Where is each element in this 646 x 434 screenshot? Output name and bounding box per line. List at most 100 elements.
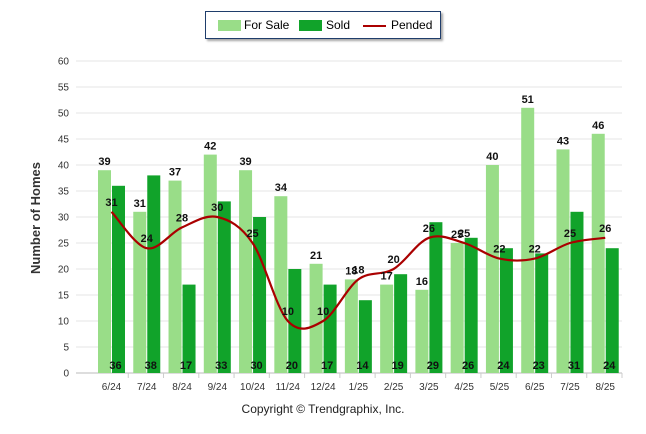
bar-for-sale (239, 170, 253, 373)
bar-sold (570, 211, 584, 373)
y-axis-label: Number of Homes (28, 162, 43, 274)
x-tick-label: 2/25 (384, 382, 404, 393)
y-tick-label: 0 (63, 369, 69, 380)
label-sold: 30 (250, 360, 262, 372)
x-tick-label: 4/25 (454, 382, 474, 393)
legend-label-for-sale[interactable]: For Sale (244, 18, 290, 32)
label-pended: 25 (246, 228, 258, 240)
x-tick-label: 5/25 (490, 382, 510, 393)
label-sold: 17 (180, 360, 192, 372)
bar-for-sale (203, 154, 217, 373)
bar-sold (217, 201, 231, 373)
y-tick-label: 40 (58, 161, 70, 172)
x-tick-label: 10/24 (240, 382, 265, 393)
label-for-sale: 18 (345, 265, 357, 277)
label-for-sale: 51 (522, 94, 534, 106)
x-tick-label: 7/25 (560, 382, 580, 393)
bar-sold (147, 175, 161, 373)
label-for-sale: 46 (592, 120, 604, 132)
label-pended: 24 (141, 233, 154, 245)
label-sold: 38 (145, 360, 157, 372)
bar-for-sale (591, 133, 605, 373)
label-for-sale: 43 (557, 135, 569, 147)
label-for-sale: 39 (98, 156, 110, 168)
y-tick-label: 5 (63, 343, 69, 354)
label-pended: 22 (529, 244, 541, 256)
x-tick-label: 7/24 (137, 382, 157, 393)
y-tick-label: 25 (58, 239, 70, 250)
legend-swatch-for-sale (218, 20, 241, 31)
x-tick-label: 3/25 (419, 382, 439, 393)
label-for-sale: 21 (310, 250, 322, 262)
bar-sold (464, 237, 478, 373)
bar-for-sale (309, 263, 323, 373)
x-tick-label: 1/25 (349, 382, 369, 393)
label-sold: 26 (462, 360, 474, 372)
pended-line (110, 211, 606, 330)
x-tick-label: 6/24 (102, 382, 122, 393)
label-pended: 10 (282, 306, 294, 318)
x-tick-label: 8/25 (595, 382, 615, 393)
label-sold: 31 (568, 360, 580, 372)
y-axis: 0 5 10 15 20 25 30 35 40 45 50 55 60 (58, 57, 70, 380)
label-for-sale: 40 (486, 151, 498, 163)
label-sold: 20 (286, 360, 298, 372)
bar-for-sale (380, 284, 394, 373)
label-pended: 25 (564, 228, 576, 240)
legend: For Sale Sold Pended (205, 11, 441, 39)
label-sold: 36 (109, 360, 121, 372)
legend-swatch-pended (363, 25, 386, 27)
label-for-sale: 25 (451, 229, 463, 241)
y-tick-label: 60 (58, 57, 70, 68)
label-pended: 30 (211, 202, 223, 214)
label-sold: 17 (321, 360, 333, 372)
y-tick-label: 20 (58, 265, 70, 276)
y-tick-label: 15 (58, 291, 70, 302)
y-tick-label: 10 (58, 317, 70, 328)
bar-for-sale (168, 180, 182, 373)
y-tick-label: 30 (58, 213, 70, 224)
y-tick-label: 45 (58, 135, 70, 146)
bar-sold (182, 284, 196, 373)
label-sold: 33 (215, 360, 227, 372)
bar-sold (288, 269, 302, 373)
label-for-sale: 39 (239, 156, 251, 168)
bar-sold (535, 253, 549, 373)
label-pended: 18 (352, 264, 364, 276)
x-tick-label: 8/24 (172, 382, 192, 393)
bar-sold (358, 300, 372, 373)
legend-label-sold[interactable]: Sold (326, 18, 351, 32)
label-for-sale: 17 (381, 271, 393, 283)
copyright-footer: Copyright © Trendgraphix, Inc. (241, 402, 405, 416)
bar-for-sale (344, 279, 358, 373)
label-pended: 31 (105, 197, 117, 209)
legend-label-pended[interactable]: Pended (391, 18, 433, 32)
label-pended: 28 (176, 212, 188, 224)
label-pended: 26 (423, 223, 435, 235)
bar-sold (394, 274, 408, 373)
label-for-sale: 42 (204, 141, 216, 153)
bars (98, 107, 619, 374)
label-pended: 25 (458, 228, 470, 240)
y-tick-label: 50 (58, 109, 70, 120)
label-pended: 20 (388, 254, 400, 266)
pended-line-path (110, 211, 606, 330)
bar-sold (429, 222, 443, 373)
bar-for-sale (485, 165, 499, 373)
x-tick-label: 12/24 (311, 382, 336, 393)
x-tick-label: 9/24 (208, 382, 228, 393)
label-pended: 22 (493, 244, 505, 256)
bar-sold (253, 217, 267, 373)
bar-for-sale (133, 211, 147, 373)
label-sold: 29 (427, 360, 439, 372)
label-sold: 24 (497, 360, 510, 372)
bar-sold (112, 185, 125, 373)
label-pended: 26 (599, 223, 611, 235)
x-tick-label: 6/25 (525, 382, 545, 393)
label-sold: 19 (392, 360, 404, 372)
label-for-sale: 34 (275, 182, 288, 194)
bar-sold (499, 248, 513, 373)
label-for-sale: 16 (416, 276, 428, 288)
bar-for-sale (521, 107, 535, 374)
